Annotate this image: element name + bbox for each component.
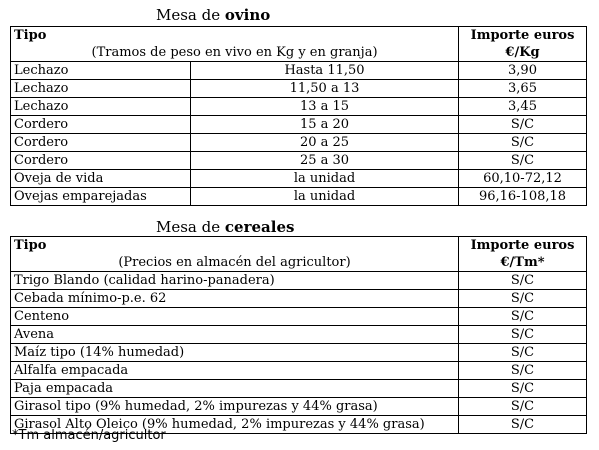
- cereales-cell-importe: S/C: [458, 271, 587, 290]
- cereales-cell-tipo: Trigo Blando (calidad harino-panadera): [10, 271, 459, 290]
- ovino-cell-tipo: Lechazo: [10, 61, 191, 80]
- ovino-cell-tramo: Hasta 11,50: [189, 61, 460, 80]
- table-row: Paja empacada S/C: [10, 379, 587, 398]
- cereales-cell-importe: S/C: [458, 325, 587, 344]
- table-row: Girasol Alto Oleico (9% humedad, 2% impu…: [10, 415, 587, 434]
- ovino-cell-importe: 3,65: [458, 79, 588, 98]
- cereales-cell-importe: S/C: [458, 307, 587, 326]
- cereales-cell-tipo: Alfalfa empacada: [10, 361, 459, 380]
- ovino-cell-tipo: Ovejas emparejadas: [10, 187, 191, 206]
- ovino-cell-importe: 3,45: [458, 97, 588, 116]
- ovino-cell-tipo: Cordero: [10, 133, 191, 152]
- ovino-cell-tramo: 11,50 a 13: [189, 79, 460, 98]
- cereales-title: Mesa de cereales: [156, 218, 294, 236]
- ovino-cell-tipo: Cordero: [10, 151, 191, 170]
- ovino-cell-tipo: Lechazo: [10, 79, 191, 98]
- table-row: Lechazo 13 a 15 3,45: [10, 97, 588, 116]
- table-row: Trigo Blando (calidad harino-panadera) S/…: [10, 271, 587, 290]
- table-row: Cordero 25 a 30 S/C: [10, 151, 588, 170]
- ovino-cell-importe: S/C: [458, 151, 588, 170]
- ovino-cell-tramo: 25 a 30: [189, 151, 460, 170]
- cereales-cell-tipo: Girasol tipo (9% humedad, 2% impurezas y…: [10, 397, 459, 416]
- cereales-header-importe-title: Importe euros: [470, 238, 575, 253]
- ovino-header-tipo: Tipo (Tramos de peso en vivo en Kg y en …: [9, 26, 460, 62]
- table-row: Cebada mínimo-p.e. 62 S/C: [10, 289, 587, 308]
- ovino-header-tipo-title: Tipo: [14, 28, 47, 43]
- cereales-header-tipo-sub: (Precios en almacén del agricultor): [118, 255, 351, 270]
- ovino-header-row: Tipo (Tramos de peso en vivo en Kg y en …: [9, 26, 588, 62]
- table-row: Ovejas emparejadas la unidad 96,16-108,18: [10, 187, 588, 206]
- ovino-cell-tramo: la unidad: [189, 169, 460, 188]
- table-row: Cordero 15 a 20 S/C: [10, 115, 588, 134]
- cereales-header-importe-sub: €/Tm*: [500, 255, 545, 270]
- table-row: Lechazo Hasta 11,50 3,90: [10, 61, 588, 80]
- ovino-cell-tipo: Oveja de vida: [10, 169, 191, 188]
- cereales-cell-tipo: Maíz tipo (14% humedad): [10, 343, 459, 362]
- ovino-cell-importe: S/C: [458, 133, 588, 152]
- table-row: Alfalfa empacada S/C: [10, 361, 587, 380]
- table-row: Cordero 20 a 25 S/C: [10, 133, 588, 152]
- ovino-header-importe-title: Importe euros: [470, 28, 575, 43]
- cereales-cell-tipo: Paja empacada: [10, 379, 459, 398]
- table-row: Maíz tipo (14% humedad) S/C: [10, 343, 587, 362]
- ovino-cell-importe: 60,10-72,12: [458, 169, 588, 188]
- ovino-header-importe-sub: €/Kg: [505, 45, 540, 60]
- cereales-title-prefix: Mesa de: [156, 218, 225, 236]
- table-row: Lechazo 11,50 a 13 3,65: [10, 79, 588, 98]
- table-row: Centeno S/C: [10, 307, 587, 326]
- cereales-header-tipo: Tipo (Precios en almacén del agricultor): [10, 236, 459, 272]
- cereales-cell-importe: S/C: [458, 289, 587, 308]
- ovino-title-prefix: Mesa de: [156, 6, 225, 24]
- cereales-header-row: Tipo (Precios en almacén del agricultor)…: [10, 236, 587, 272]
- table-row: Avena S/C: [10, 325, 587, 344]
- ovino-cell-tipo: Cordero: [10, 115, 191, 134]
- cereales-cell-tipo: Girasol Alto Oleico (9% humedad, 2% impu…: [10, 415, 459, 434]
- cereales-cell-tipo: Cebada mínimo-p.e. 62: [10, 289, 459, 308]
- ovino-cell-tramo: 15 a 20: [189, 115, 460, 134]
- cereales-cell-tipo: Centeno: [10, 307, 459, 326]
- cereales-header-importe: Importe euros €/Tm*: [458, 236, 587, 272]
- ovino-header-importe: Importe euros €/Kg: [458, 26, 588, 62]
- ovino-cell-tramo: 20 a 25: [189, 133, 460, 152]
- ovino-cell-tramo: 13 a 15: [189, 97, 460, 116]
- ovino-cell-importe: 96,16-108,18: [458, 187, 588, 206]
- ovino-header-tipo-sub: (Tramos de peso en vivo en Kg y en granj…: [91, 45, 378, 60]
- ovino-title: Mesa de ovino: [156, 6, 270, 24]
- table-row: Girasol tipo (9% humedad, 2% impurezas y…: [10, 397, 587, 416]
- footnote: *Tm almacén/agricultor: [12, 428, 166, 443]
- cereales-header-tipo-title: Tipo: [14, 238, 47, 253]
- ovino-cell-importe: S/C: [458, 115, 588, 134]
- ovino-cell-tipo: Lechazo: [10, 97, 191, 116]
- ovino-table: Tipo (Tramos de peso en vivo en Kg y en …: [9, 26, 588, 206]
- cereales-cell-importe: S/C: [458, 343, 587, 362]
- ovino-title-bold: ovino: [224, 6, 271, 24]
- cereales-cell-importe: S/C: [458, 397, 587, 416]
- cereales-cell-importe: S/C: [458, 379, 587, 398]
- table-row: Oveja de vida la unidad 60,10-72,12: [10, 169, 588, 188]
- ovino-cell-importe: 3,90: [458, 61, 588, 80]
- cereales-cell-tipo: Avena: [10, 325, 459, 344]
- cereales-table: Tipo (Precios en almacén del agricultor)…: [10, 236, 587, 434]
- cereales-cell-importe: S/C: [458, 361, 587, 380]
- cereales-title-bold: cereales: [224, 218, 295, 236]
- cereales-cell-importe: S/C: [458, 415, 587, 434]
- ovino-cell-tramo: la unidad: [189, 187, 460, 206]
